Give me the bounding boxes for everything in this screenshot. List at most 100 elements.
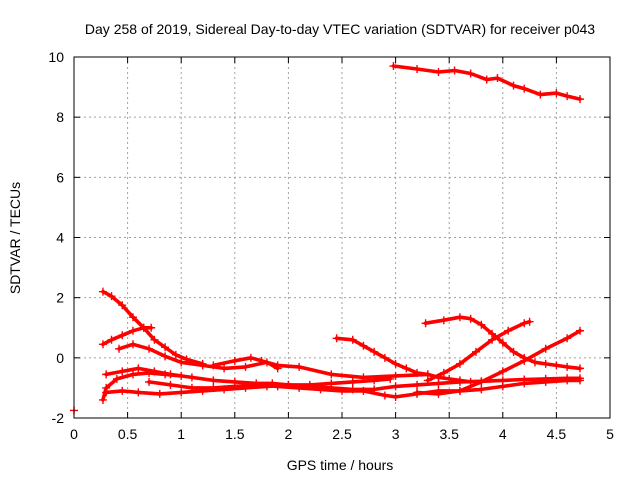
data-point (563, 92, 572, 101)
series-line (147, 378, 582, 399)
data-point (423, 376, 432, 385)
data-point (177, 388, 186, 397)
data-point (107, 292, 116, 301)
data-point (338, 386, 346, 395)
data-point (498, 382, 507, 391)
data-point (128, 340, 137, 349)
x-tick-label: 5 (606, 426, 614, 442)
data-point (563, 362, 572, 371)
data-point (348, 335, 357, 344)
data-point (391, 371, 400, 380)
data-point (391, 392, 400, 401)
data-point (439, 316, 448, 325)
data-point (209, 376, 218, 385)
data-point (493, 74, 502, 83)
data-point (241, 362, 250, 371)
series-s1 (389, 62, 584, 104)
x-tick-label: 3.5 (439, 426, 459, 442)
data-point (391, 382, 400, 391)
grid (74, 57, 610, 418)
data-point (413, 368, 422, 377)
x-axis-label: GPS time / hours (287, 457, 394, 473)
x-tick-label: 2 (285, 426, 293, 442)
data-point (102, 370, 111, 379)
data-point (498, 338, 507, 347)
data-point (520, 356, 529, 365)
data-point (380, 353, 389, 362)
data-point (332, 334, 341, 343)
data-point (161, 352, 170, 361)
y-tick-label: 10 (48, 49, 64, 65)
chart-title: Day 258 of 2019, Sidereal Day-to-day VTE… (85, 21, 595, 37)
series-line (117, 342, 280, 371)
data-point (509, 347, 518, 356)
data-point (402, 364, 411, 373)
data-point (128, 313, 137, 322)
data-point (257, 356, 266, 365)
y-tick-label: 4 (56, 230, 64, 246)
data-point (118, 331, 127, 340)
data-point (187, 383, 196, 392)
x-tick-label: 4 (499, 426, 507, 442)
data-point (112, 374, 121, 383)
data-point (536, 90, 545, 99)
data-point (252, 380, 261, 389)
plot-frame (73, 56, 611, 419)
data-point (118, 301, 127, 310)
data-point (220, 364, 229, 373)
data-point (434, 389, 443, 398)
data-point (575, 95, 584, 104)
x-tick-label: 2.5 (332, 426, 352, 442)
data-point (455, 376, 464, 385)
y-tick-label: 0 (56, 350, 64, 366)
data-point (389, 62, 398, 71)
data-point (295, 362, 304, 371)
data-point (575, 376, 584, 385)
data-point (504, 326, 513, 335)
data-point (520, 379, 529, 388)
data-point (128, 326, 137, 335)
data-point (391, 359, 400, 368)
data-point (166, 370, 175, 379)
data-point (380, 391, 389, 400)
data-point (455, 313, 464, 322)
data-point (246, 353, 255, 362)
data-point (413, 65, 422, 74)
data-point (472, 347, 480, 356)
data-point (139, 323, 148, 332)
data-point (520, 319, 529, 328)
data-point (316, 385, 325, 394)
data-point (445, 374, 454, 383)
data-point (273, 382, 282, 391)
x-tick-label: 3 (392, 426, 400, 442)
data-point (370, 376, 379, 385)
data-point (147, 323, 156, 332)
series-group (70, 62, 584, 415)
data-point (295, 383, 304, 392)
series-line (425, 319, 532, 383)
data-point (145, 344, 154, 353)
data-point (488, 335, 497, 344)
data-point (98, 395, 107, 404)
data-point (563, 334, 572, 343)
y-axis-label: SDTVAR / TECUs (7, 182, 23, 294)
x-tick-label: 0.5 (118, 426, 138, 442)
data-point (477, 320, 486, 329)
data-point (439, 368, 448, 377)
data-point (230, 382, 239, 391)
data-point (134, 388, 143, 397)
data-point (455, 359, 464, 368)
data-point (541, 377, 550, 386)
data-point (98, 340, 107, 349)
series-s13 (413, 326, 584, 398)
data-point (145, 377, 154, 386)
data-point (198, 361, 207, 370)
data-point (530, 358, 539, 367)
data-point (150, 367, 159, 376)
data-point (166, 380, 175, 389)
data-point (552, 361, 561, 370)
data-point (421, 319, 430, 328)
series-s8 (102, 374, 395, 398)
data-point (386, 374, 395, 383)
